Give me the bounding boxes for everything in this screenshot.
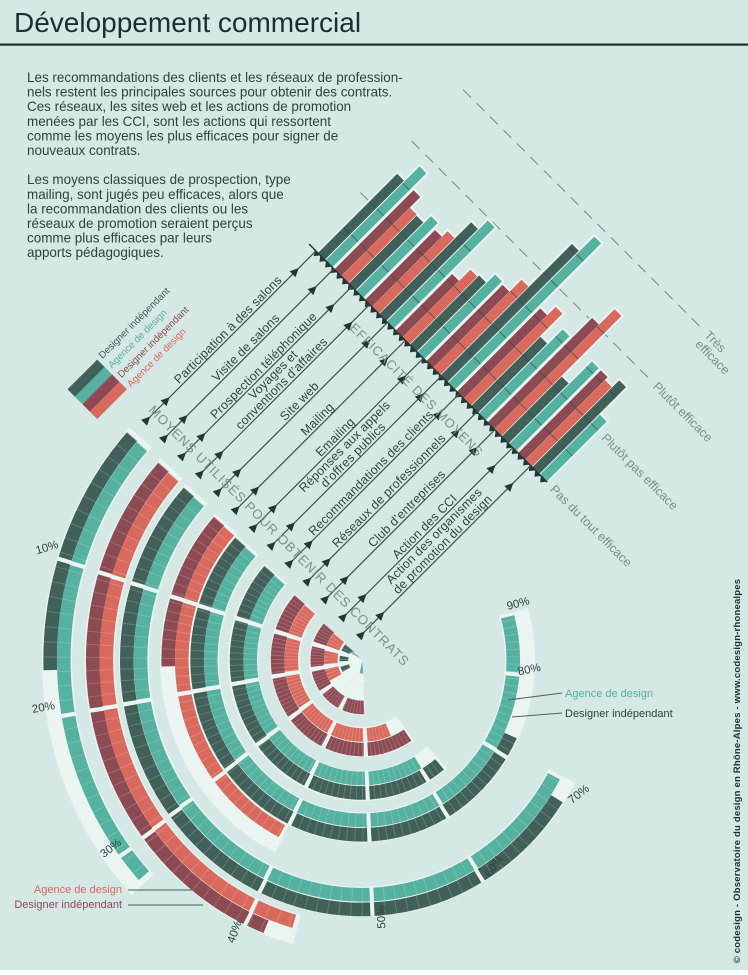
svg-text:comme les moyens les plus effi: comme les moyens les plus efficaces pour…	[27, 128, 338, 143]
svg-text:Agence de design: Agence de design	[565, 688, 653, 700]
svg-text:90%: 90%	[506, 595, 531, 613]
svg-text:nouveaux contrats.: nouveaux contrats.	[27, 143, 141, 158]
svg-text:Designer indépendant: Designer indépendant	[565, 708, 673, 720]
svg-text:nels restent les principales s: nels restent les principales sources pou…	[27, 85, 392, 100]
svg-text:Développement commercial: Développement commercial	[14, 7, 361, 38]
svg-text:80%: 80%	[517, 662, 542, 679]
svg-text:menées par les CCI, sont les a: menées par les CCI, sont les actions qui…	[27, 114, 331, 129]
svg-text:mailing, sont jugés peu effica: mailing, sont jugés peu efficaces, alors…	[27, 187, 284, 202]
svg-text:Agence de design: Agence de design	[34, 884, 122, 896]
svg-text:comme plus efficaces par leurs: comme plus efficaces par leurs	[27, 231, 212, 246]
svg-text:20%: 20%	[31, 700, 56, 716]
svg-text:Ces réseaux, les sites web et: Ces réseaux, les sites web et les action…	[27, 99, 351, 114]
svg-text:50%: 50%	[376, 905, 389, 928]
svg-text:réseaux de promotion seraient: réseaux de promotion seraient perçus	[27, 216, 253, 231]
svg-text:la recommandation des clients: la recommandation des clients ou les	[27, 201, 248, 216]
svg-text:Designer indépendant: Designer indépendant	[14, 899, 122, 911]
svg-text:© codesign - Observatoire du d: © codesign - Observatoire du design en R…	[732, 579, 743, 964]
svg-text:Les moyens classiques de prosp: Les moyens classiques de prospection, ty…	[27, 172, 291, 187]
svg-text:Les recommandations des client: Les recommandations des clients et les r…	[27, 70, 403, 85]
svg-text:apports pédagogiques.: apports pédagogiques.	[27, 245, 164, 260]
